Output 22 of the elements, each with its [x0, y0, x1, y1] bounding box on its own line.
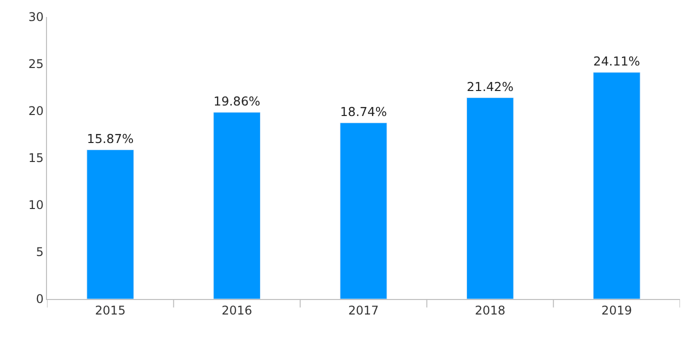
x-tick-label: 2015	[95, 303, 126, 318]
bar	[466, 97, 514, 299]
data-label: 24.11%	[593, 54, 640, 69]
bar	[213, 112, 261, 299]
x-tick-label: 2018	[474, 303, 506, 318]
bar	[340, 122, 388, 299]
x-tick-label: 2017	[348, 303, 379, 318]
x-tick-label: 2016	[222, 303, 252, 318]
data-label: 21.42%	[466, 80, 514, 94]
data-label: 15.87%	[86, 132, 134, 146]
y-tick-label: 5	[36, 245, 44, 260]
y-tick-label: 25	[28, 57, 44, 72]
x-tick-label: 2019	[601, 303, 632, 318]
data-label: 18.74%	[340, 105, 387, 120]
y-tick-label: 10	[28, 198, 44, 212]
bar	[86, 150, 134, 299]
data-label: 19.86%	[214, 94, 260, 109]
bar	[593, 72, 640, 299]
y-tick-label: 15	[28, 151, 44, 166]
y-tick-label: 30	[28, 10, 44, 24]
y-tick-label: 20	[28, 104, 44, 118]
y-tick-label: 0	[36, 292, 44, 306]
